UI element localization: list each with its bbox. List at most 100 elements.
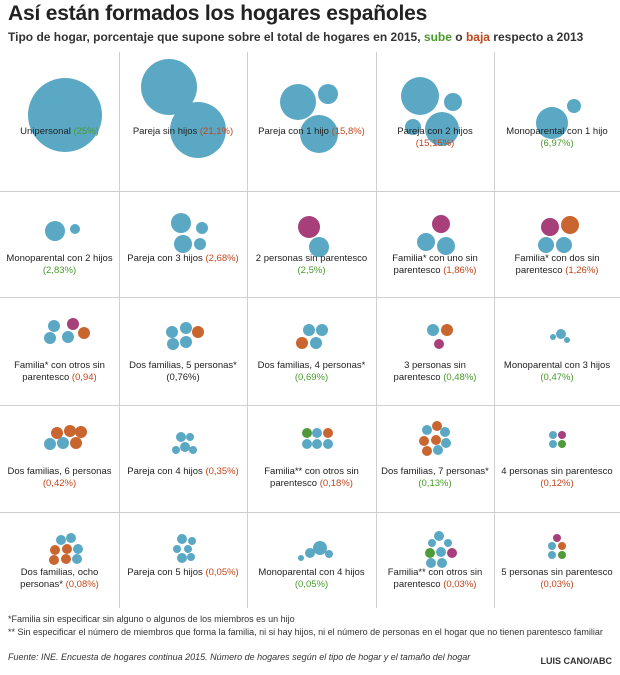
household-bubble-group [141, 59, 226, 158]
household-bubble [180, 336, 192, 348]
household-label: Dos familias, ocho personas* (0,08%) [4, 567, 115, 591]
household-bubble [427, 324, 439, 336]
household-type-name: Familia* con otros sin parentesco [14, 360, 105, 383]
household-bubble [310, 337, 322, 349]
household-percentage: (2,5%) [297, 265, 326, 276]
household-bubble [141, 59, 197, 115]
household-bubble-group [44, 318, 90, 344]
household-percentage: (0,69%) [294, 372, 329, 383]
household-bubble-group [425, 531, 457, 568]
household-bubble [419, 436, 429, 446]
household-percentage: (0,47%) [540, 372, 574, 383]
household-bubble [561, 216, 579, 234]
household-type-cell: Familia** con otros sin parentesco (0,18… [247, 405, 376, 512]
household-bubble [173, 545, 181, 553]
household-type-cell: Dos familias, ocho personas* (0,08%) [0, 512, 119, 608]
household-type-name: Pareja con 4 hijos [127, 466, 203, 477]
household-bubble [444, 93, 462, 111]
household-type-name: 5 personas sin parentesco [501, 567, 613, 578]
household-percentage: (0,35%) [205, 466, 239, 477]
household-bubble [50, 545, 60, 555]
household-bubble [174, 235, 192, 253]
household-type-cell: Pareja con 5 hijos (0,05%) [119, 512, 247, 608]
household-type-cell: Monoparental con 1 hijo (6,97%) [494, 52, 620, 191]
household-bubble-group [44, 425, 87, 450]
household-bubble [188, 537, 196, 545]
household-bubble [549, 431, 557, 439]
household-percentage: (1,86%) [443, 265, 477, 276]
household-bubble-group [548, 534, 566, 559]
household-bubble [444, 539, 452, 547]
household-bubble [558, 551, 566, 559]
household-bubble [549, 440, 557, 448]
household-bubble [556, 237, 572, 253]
household-percentage: (15,15%) [415, 138, 455, 149]
household-bubble [567, 99, 581, 113]
household-bubble [48, 320, 60, 332]
household-label: Pareja con 2 hijos (15,15%) [380, 126, 490, 150]
household-bubble [62, 331, 74, 343]
household-type-cell: Pareja con 3 hijos (2,68%) [119, 191, 247, 297]
household-bubble [556, 329, 566, 339]
household-type-name: 4 personas sin parentesco [501, 466, 613, 477]
household-type-cell: 4 personas sin parentesco (0,12%) [494, 405, 620, 512]
household-bubble [62, 544, 72, 554]
household-percentage: (0,03%) [443, 579, 477, 590]
household-label: Familia* con otros sin parentesco (0,94) [4, 360, 115, 384]
household-label: Pareja con 4 hijos (0,35%) [123, 466, 243, 478]
grid-divider-horizontal [0, 297, 620, 298]
chart-subtitle: Tipo de hogar, porcentaje que supone sob… [8, 30, 583, 44]
household-label: 2 personas sin parentesco (2,5%) [251, 253, 372, 277]
grid-divider-vertical [494, 52, 495, 608]
household-bubble [51, 427, 63, 439]
household-type-cell: Pareja con 4 hijos (0,35%) [119, 405, 247, 512]
household-bubble [426, 558, 436, 568]
household-bubble [70, 437, 82, 449]
household-percentage: (0,03%) [540, 579, 574, 590]
household-bubble-group [417, 215, 455, 255]
household-bubble [558, 440, 566, 448]
household-bubble [56, 535, 66, 545]
household-bubble [447, 548, 457, 558]
household-bubble [75, 426, 87, 438]
household-bubble [441, 324, 453, 336]
household-bubble [313, 541, 327, 555]
subtitle-up-word: sube [423, 30, 452, 44]
household-type-cell: Unipersonal (25%) [0, 52, 119, 191]
household-type-cell: Pareja con 2 hijos (15,15%) [376, 52, 494, 191]
household-type-name: Pareja sin hijos [132, 126, 198, 137]
household-bubble [405, 119, 421, 135]
household-percentage: (1,26%) [565, 265, 599, 276]
household-bubble [73, 544, 83, 554]
household-bubble [187, 553, 195, 561]
household-bubble [302, 439, 312, 449]
household-label: Familia** con otros sin parentesco (0,03… [380, 567, 490, 591]
household-bubble [64, 425, 76, 437]
household-bubble-group [280, 84, 338, 153]
household-bubble-group [401, 77, 462, 146]
household-bubble [323, 428, 333, 438]
household-type-cell: Pareja sin hijos (21,1%) [119, 52, 247, 191]
household-bubble-group [298, 216, 329, 257]
subtitle-prefix: Tipo de hogar, porcentaje que supone sob… [8, 30, 421, 44]
household-type-name: Pareja con 1 hijo [258, 126, 329, 137]
grid-divider-horizontal [0, 405, 620, 406]
household-label: Monoparental con 3 hijos (0,47%) [498, 360, 616, 384]
footnote-1: *Familia sin especificar sin alguno o al… [8, 614, 295, 624]
household-bubble [49, 555, 59, 565]
household-bubble [425, 112, 459, 146]
household-type-cell: Dos familias, 6 personas (0,42%) [0, 405, 119, 512]
household-percentage: (0,48%) [443, 372, 477, 383]
household-bubble [196, 222, 208, 234]
household-bubble [541, 218, 559, 236]
household-bubble [298, 216, 320, 238]
household-bubble [437, 237, 455, 255]
household-bubble [44, 438, 56, 450]
household-bubble [170, 102, 226, 158]
household-bubble [312, 428, 322, 438]
household-bubble [44, 332, 56, 344]
household-label: Dos familias, 5 personas* (0,76%) [123, 360, 243, 384]
subtitle-mid-word: o [455, 30, 463, 44]
household-bubble [180, 442, 190, 452]
household-label: Pareja con 1 hijo (15,8%) [251, 126, 372, 138]
